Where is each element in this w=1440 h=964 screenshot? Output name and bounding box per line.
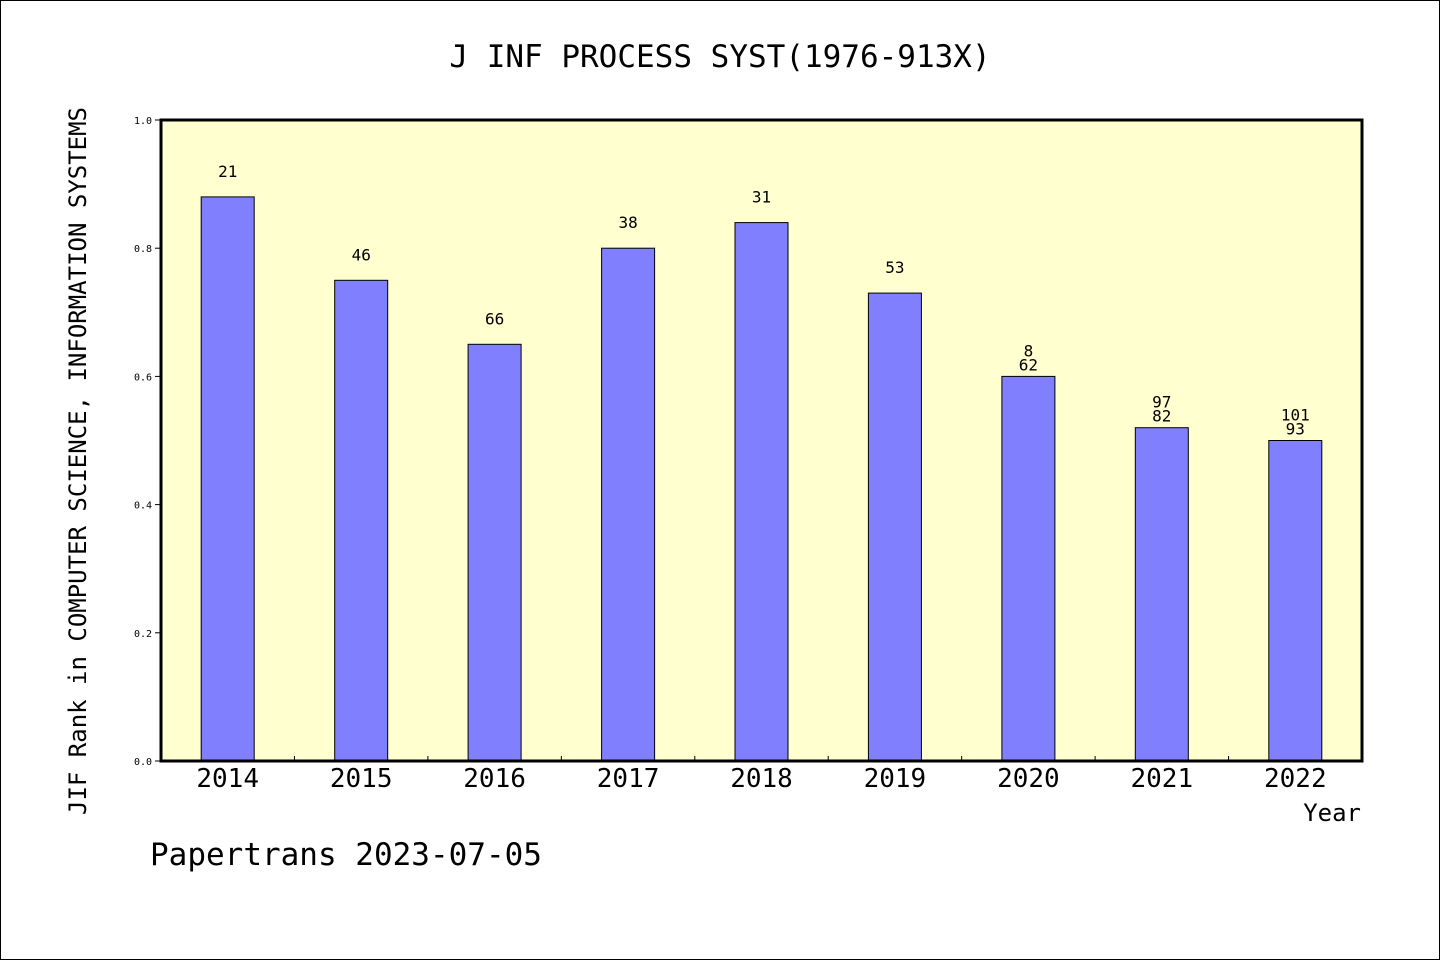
y-axis-ticks: 0.0 0.2 0.4 0.6 0.8 1.0 [134,116,161,768]
y-tick-label: 0.8 [134,244,152,255]
bar-value-label: 93 [1286,420,1305,439]
plot-border [159,118,1364,763]
bar-2016 [467,343,522,762]
x-tick-label: 2015 [330,764,393,794]
y-tick-label: 1.0 [134,116,152,127]
bar-value-label: 101 [1281,406,1310,425]
x-tick-label: 2016 [463,764,526,794]
bar-value-label: 97 [1152,393,1171,412]
y-tick-label: 0.2 [134,629,152,640]
bar-value-label: 8 [1024,341,1034,360]
x-axis-label: Year [1303,799,1361,827]
x-tick-label: 2021 [1130,764,1193,794]
bar-value-label: 46 [352,245,371,264]
x-tick-label: 2022 [1264,764,1327,794]
bar-2014 [200,196,255,762]
bar-value-label: 31 [752,188,771,207]
bar-2015 [334,279,389,762]
bar-2018 [734,222,789,762]
bars-group [200,196,1323,762]
bar-value-label: 62 [1019,355,1038,374]
bar-2020 [1001,375,1056,762]
x-axis-ticks: 2014 2015 2016 2017 2018 2019 2020 2021 2022 [196,756,1327,794]
bar-value-label: 82 [1152,407,1171,426]
credit-text: Papertrans 2023-07-05 [150,837,542,873]
bar-value-label: 66 [485,309,504,328]
x-tick-label: 2017 [597,764,660,794]
chart-title: J INF PROCESS SYST(1976-913X) [449,39,990,75]
x-tick-label: 2018 [730,764,793,794]
bar-2021 [1134,427,1189,762]
bar-value-label: 21 [218,162,237,181]
bar-value-label: 38 [618,213,637,232]
bar-2019 [867,292,922,762]
y-tick-label: 0.0 [134,757,152,768]
y-tick-label: 0.6 [134,372,152,383]
bar-2017 [601,247,656,762]
bar-2022 [1268,440,1323,762]
x-tick-label: 2019 [864,764,927,794]
x-tick-label: 2020 [997,764,1060,794]
y-tick-label: 0.4 [134,501,152,512]
x-tick-label: 2014 [196,764,259,794]
y-axis-label: JIF Rank in COMPUTER SCIENCE, INFORMATIO… [64,107,92,815]
bar-value-label: 53 [885,258,904,277]
